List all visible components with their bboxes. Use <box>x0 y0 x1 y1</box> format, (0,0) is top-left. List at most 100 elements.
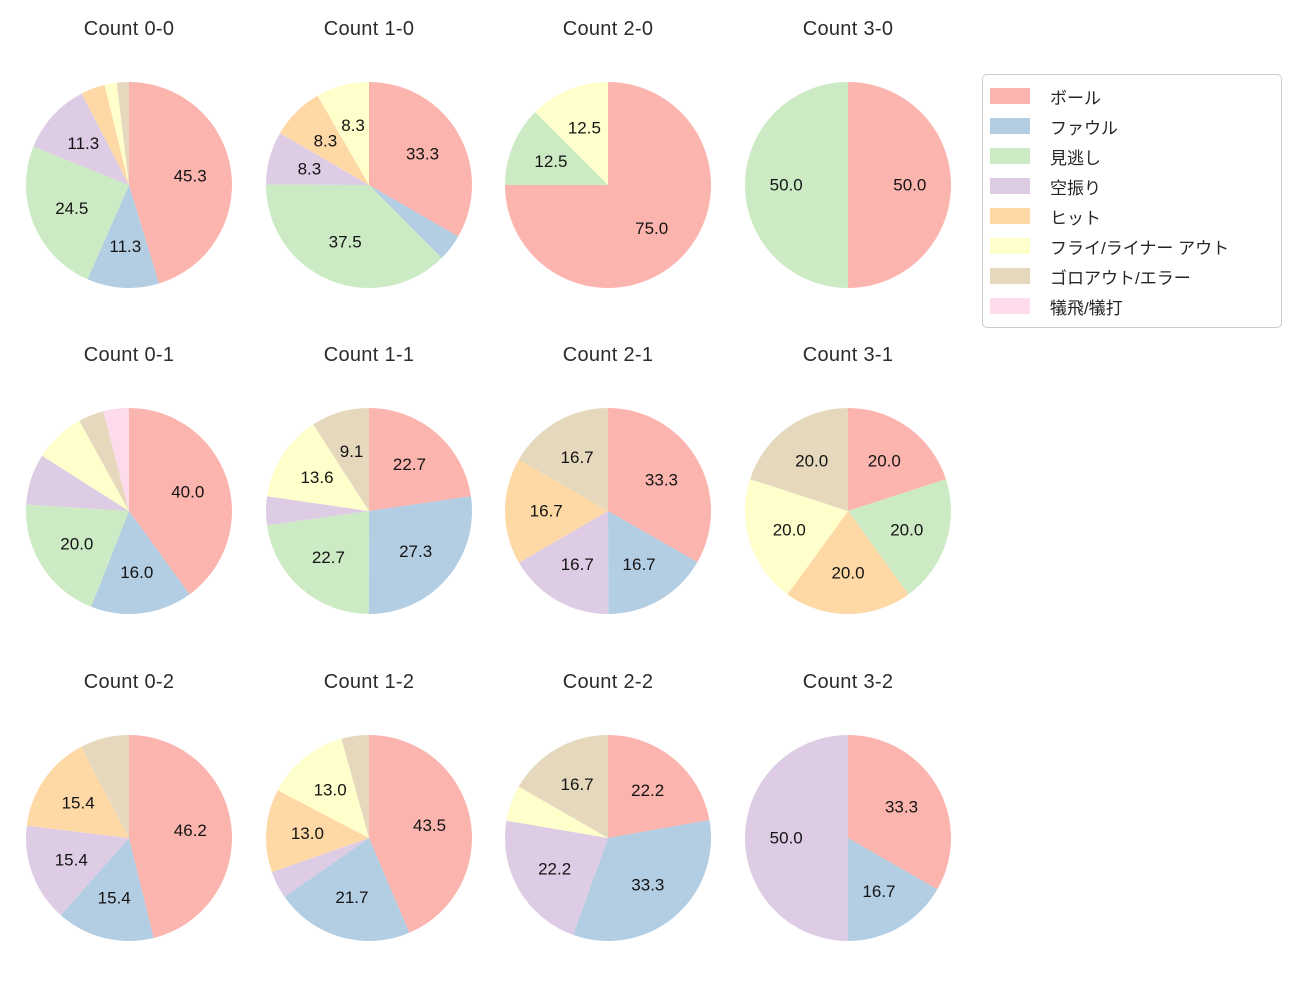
pie-slice-ball <box>369 735 472 933</box>
pie-slice-hit <box>266 790 369 873</box>
pie-chart-title: Count 3-1 <box>802 344 894 366</box>
pie-slice-pct-label: 15.4 <box>62 793 95 812</box>
pie-svg: 46.2 15.4 15.4 15.4 <box>25 735 233 942</box>
pie-slice-pct-label: 16.7 <box>561 448 594 467</box>
legend: ボール ファウル 見逃し 空振り ヒット フライ/ライナー アウト ゴロアウト/エラー 犠飛/… <box>982 74 1282 328</box>
pie-slice-fly_liner_out <box>267 424 369 511</box>
pie-slice-pct-label: 43.5 <box>413 816 446 835</box>
pie-slice-swinging_strike <box>266 133 369 185</box>
pie-slice-hit <box>787 511 909 615</box>
legend-item-called_strike: 見逃し <box>990 141 1271 171</box>
pie-slice-fly_liner_out <box>104 82 129 185</box>
pie-slice-ball <box>848 408 946 511</box>
pie-slice-pct-label: 50.0 <box>770 176 803 195</box>
pie-svg: 33.3 16.7 16.7 16.7 16.7 <box>504 408 711 614</box>
pie-slice-ball <box>608 735 710 838</box>
pie-slice-ground_out_error <box>341 735 369 838</box>
pie-svg: 33.3 16.7 50.0 <box>745 735 951 941</box>
pie-slice-hit <box>504 459 608 563</box>
pie-slice-pct-label: 8.3 <box>314 132 338 151</box>
legend-swatch-called_strike <box>990 148 1030 164</box>
legend-label: ファウル <box>1050 118 1118 138</box>
pie-slice-ball <box>848 735 951 890</box>
pie-slice-sac_fly_bunt <box>103 408 129 511</box>
pie-slice-pct-label: 20.0 <box>773 521 806 540</box>
pie-slice-pct-label: 13.0 <box>314 780 347 799</box>
pie-slice-ball <box>369 408 471 511</box>
pie-chart-title: Count 3-2 <box>802 671 894 693</box>
pie-slice-pct-label: 13.6 <box>300 468 333 487</box>
pie-slice-ground_out_error <box>79 411 129 511</box>
legend-swatch-hit <box>990 208 1030 224</box>
pie-slice-swinging_strike <box>518 511 609 614</box>
pie-slice-foul <box>369 185 459 259</box>
pie-slice-fly_liner_out <box>535 82 608 185</box>
pie-slice-foul <box>284 838 410 941</box>
pie-slice-pct-label: 33.3 <box>631 876 664 895</box>
legend-item-sac_fly_bunt: 犠飛/犠打 <box>990 291 1271 321</box>
pie-slice-pct-label: 50.0 <box>770 829 803 848</box>
pie-slice-foul <box>60 838 154 942</box>
pie-slice-ground_out_error <box>116 82 129 185</box>
pie-slice-fly_liner_out <box>42 420 129 511</box>
pie-slice-called_strike <box>265 184 442 289</box>
pie-slice-pct-label: 16.7 <box>560 775 593 794</box>
pie-slice-called_strike <box>745 82 848 288</box>
legend-item-ground_out_error: ゴロアウト/エラー <box>990 261 1271 291</box>
pie-chart-count-2-2: Count 2-2 22.2 33.3 22.2 16.7 <box>488 670 728 964</box>
legend-item-swinging_strike: 空振り <box>990 171 1271 201</box>
pie-slice-foul <box>368 496 472 614</box>
pie-slice-pct-label: 33.3 <box>885 798 918 817</box>
pie-svg: 43.5 21.7 13.0 13.0 <box>266 735 472 941</box>
pie-slice-pct-label: 8.3 <box>341 116 365 135</box>
pie-svg: 40.0 16.0 20.0 <box>25 408 233 615</box>
pie-slice-foul <box>91 511 190 615</box>
pie-slice-pct-label: 46.2 <box>174 821 207 840</box>
pie-chart-count-0-1: Count 0-1 40.0 16.0 20.0 <box>9 343 249 637</box>
pie-slice-ground_out_error <box>81 735 129 838</box>
pie-slice-swinging_strike <box>271 838 369 897</box>
pie-slice-pct-label: 16.7 <box>623 555 656 574</box>
pie-slice-foul <box>87 185 159 288</box>
pie-slice-pct-label: 20.0 <box>831 563 864 582</box>
pie-slice-pct-label: 12.5 <box>534 152 567 171</box>
pie-slice-pct-label: 15.4 <box>55 850 88 869</box>
legend-label: 犠飛/犠打 <box>1050 298 1123 318</box>
pie-chart-title: Count 0-2 <box>83 671 175 693</box>
pie-slice-called_strike <box>25 146 129 280</box>
pie-slice-pct-label: 20.0 <box>60 535 93 554</box>
pie-slice-pct-label: 40.0 <box>171 482 204 501</box>
pie-slice-ball <box>369 82 473 237</box>
pie-slice-pct-label: 27.3 <box>399 542 432 561</box>
pie-slice-pct-label: 22.2 <box>631 781 664 800</box>
pie-slice-swinging_strike <box>266 496 369 526</box>
legend-item-ball: ボール <box>990 81 1271 111</box>
pie-slice-pct-label: 11.3 <box>67 134 99 153</box>
pie-svg: 20.0 20.0 20.0 20.0 20.0 <box>744 408 952 615</box>
pie-slice-pct-label: 16.7 <box>862 882 895 901</box>
legend-swatch-ball <box>990 88 1030 104</box>
pie-chart-title: Count 1-1 <box>323 344 415 366</box>
legend-swatch-sac_fly_bunt <box>990 298 1030 314</box>
pie-chart-count-2-1: Count 2-1 33.3 16.7 16.7 16.7 16.7 <box>488 343 728 637</box>
pie-chart-title: Count 3-0 <box>802 18 894 40</box>
pie-slice-pct-label: 22.2 <box>538 860 571 879</box>
pie-slice-swinging_strike <box>505 820 608 935</box>
pie-slice-pct-label: 20.0 <box>868 452 901 471</box>
legend-swatch-fly_liner_out <box>990 238 1030 254</box>
legend-label: ボール <box>1050 88 1101 108</box>
pie-chart-count-2-0: Count 2-0 75.0 12.5 12.5 <box>488 17 728 311</box>
pie-slice-ground_out_error <box>518 735 608 838</box>
legend-label: 空振り <box>1050 178 1101 198</box>
pie-slice-pct-label: 22.7 <box>393 455 426 474</box>
pie-slice-ball <box>129 408 233 595</box>
legend-item-fly_liner_out: フライ/ライナー アウト <box>990 231 1271 261</box>
pie-slice-ground_out_error <box>750 408 848 511</box>
pie-slice-pct-label: 33.3 <box>406 145 439 164</box>
pie-slice-pct-label: 45.3 <box>174 166 207 185</box>
legend-item-foul: ファウル <box>990 111 1271 141</box>
pie-slice-pct-label: 13.0 <box>291 824 324 843</box>
pie-slice-hit <box>26 746 129 838</box>
pie-slice-pct-label: 37.5 <box>329 233 362 252</box>
